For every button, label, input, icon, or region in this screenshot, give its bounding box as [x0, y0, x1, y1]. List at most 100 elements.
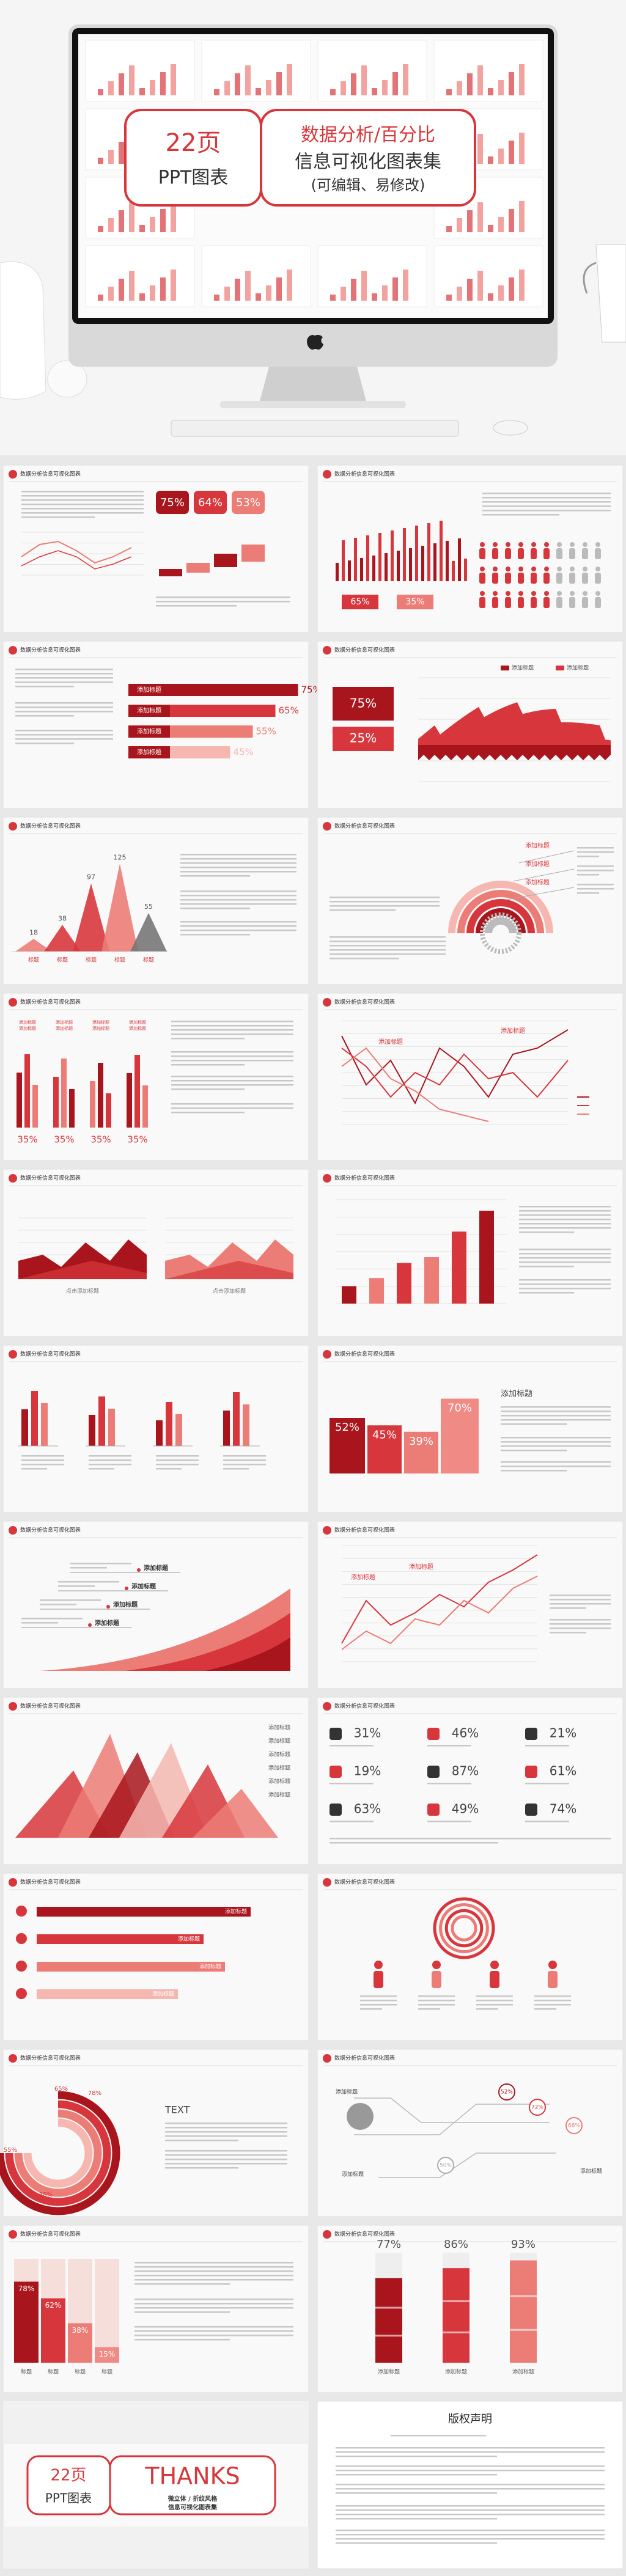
chart-caption: 点击添加标题 — [66, 1288, 99, 1295]
tube-band — [510, 2328, 537, 2331]
placeholder-text — [21, 1455, 64, 1457]
decor-bar — [336, 563, 339, 581]
column-bar — [452, 1231, 466, 1304]
placeholder-text — [550, 1623, 611, 1625]
placeholder-text — [171, 1088, 245, 1090]
node-label: 72% — [531, 2105, 543, 2111]
slide-header: 数据分析信息可视化图表 — [334, 1527, 395, 1534]
mountain-label: 添加标题 — [268, 1738, 290, 1745]
thumbnail-bar — [171, 64, 176, 95]
placeholder-text — [550, 1594, 611, 1596]
value-label: 65% — [279, 705, 299, 716]
slide-background — [2, 816, 309, 985]
placeholder-text — [223, 1464, 266, 1466]
placeholder-text — [134, 2303, 293, 2305]
thumbnail-bar — [457, 218, 462, 232]
decor-line — [378, 2152, 556, 2178]
placeholder-text — [165, 2127, 287, 2129]
placeholder-text — [15, 686, 74, 688]
person-icon — [506, 542, 510, 547]
placeholder-text — [134, 2339, 230, 2341]
placeholder-text — [15, 743, 74, 744]
person-icon — [531, 542, 536, 547]
thumbnail-bar — [392, 277, 398, 301]
placeholder-text — [550, 1632, 586, 1634]
placeholder-text — [330, 945, 446, 947]
decor-line — [341, 1048, 569, 1098]
placeholder-text — [134, 2279, 293, 2281]
placeholder-text — [134, 2266, 293, 2268]
thumbnail-bar — [119, 142, 124, 164]
person-icon — [544, 591, 549, 596]
placeholder-text — [156, 605, 237, 607]
percent-tile — [232, 491, 265, 514]
header-icon — [323, 2054, 331, 2063]
thumbnail-bar — [361, 271, 367, 301]
slide-header: 数据分析信息可视化图表 — [334, 2231, 395, 2238]
percent-tile — [156, 491, 189, 514]
placeholder-text — [519, 1266, 574, 1268]
stat-icon — [525, 1766, 537, 1778]
thumbnail-bar — [224, 81, 230, 95]
thumbnail-bar — [351, 279, 356, 301]
placeholder-text — [180, 862, 296, 864]
placeholder-text — [519, 1227, 611, 1229]
slide: 数据分析信息可视化图表 75% 64% 53% — [2, 464, 309, 633]
value-label: 39% — [409, 1435, 433, 1448]
person-icon — [582, 548, 588, 559]
placeholder-text — [330, 958, 399, 960]
stat-value: 87% — [452, 1764, 479, 1778]
value-label: 77% — [377, 2238, 401, 2251]
person-icon — [582, 573, 588, 584]
thumbnail-bar — [139, 225, 145, 232]
decor-bar — [127, 1073, 132, 1128]
decor-bar — [385, 553, 388, 581]
thanks-box — [109, 2455, 276, 2515]
placeholder-text — [534, 2004, 571, 2006]
callout-label: 添加标题 — [113, 1601, 138, 1609]
percent-box — [333, 687, 394, 721]
placeholder-text — [223, 1455, 266, 1457]
value-label: 55 — [144, 903, 153, 911]
tube-label: 添加标题 — [512, 2368, 534, 2376]
person-icon — [493, 542, 498, 547]
placeholder-text — [482, 505, 611, 507]
decor-arc — [14, 2109, 102, 2197]
thumbnail-bar — [488, 293, 493, 301]
placeholder-text — [15, 711, 113, 713]
tube-band — [375, 2335, 402, 2337]
person-icon — [480, 591, 485, 596]
placeholder-text — [336, 2474, 497, 2476]
thumbnail-bar — [457, 287, 462, 301]
stat-icon — [427, 1728, 440, 1740]
category-label: 标题 — [101, 2368, 112, 2376]
thumbnail-bar — [129, 202, 134, 232]
placeholder-text — [336, 2447, 605, 2449]
person-icon — [556, 597, 562, 608]
slide: 数据分析信息可视化图表添加标题添加标题35%添加标题添加标题35%添加标题添加标… — [2, 993, 309, 1161]
placeholder-text — [418, 1995, 455, 1997]
decor-bar — [354, 538, 357, 581]
thumbnail-bar — [160, 209, 166, 232]
person-icon — [518, 548, 524, 559]
placeholder-text — [134, 2311, 230, 2313]
thanks-line: 信息可视化图表集 — [168, 2503, 218, 2511]
placeholder-text — [58, 1585, 95, 1587]
person-icon — [480, 542, 485, 547]
placeholder-text — [171, 1033, 293, 1035]
thumbnail-bar — [171, 270, 176, 301]
thumbnail-bar — [361, 65, 367, 95]
placeholder-text — [165, 2163, 287, 2165]
value-label: 78% — [18, 2284, 35, 2293]
value-label: 62% — [45, 2301, 62, 2310]
placeholder-text — [180, 890, 296, 892]
line-label: 添加标题 — [378, 1038, 403, 1046]
bar-label: 添加标题 — [199, 1963, 221, 1970]
tube-fill — [443, 2268, 470, 2363]
decor-bar — [142, 1085, 148, 1128]
decor-area — [205, 1637, 290, 1671]
stat-value: 74% — [550, 1802, 576, 1816]
callout-dot — [106, 1605, 110, 1609]
